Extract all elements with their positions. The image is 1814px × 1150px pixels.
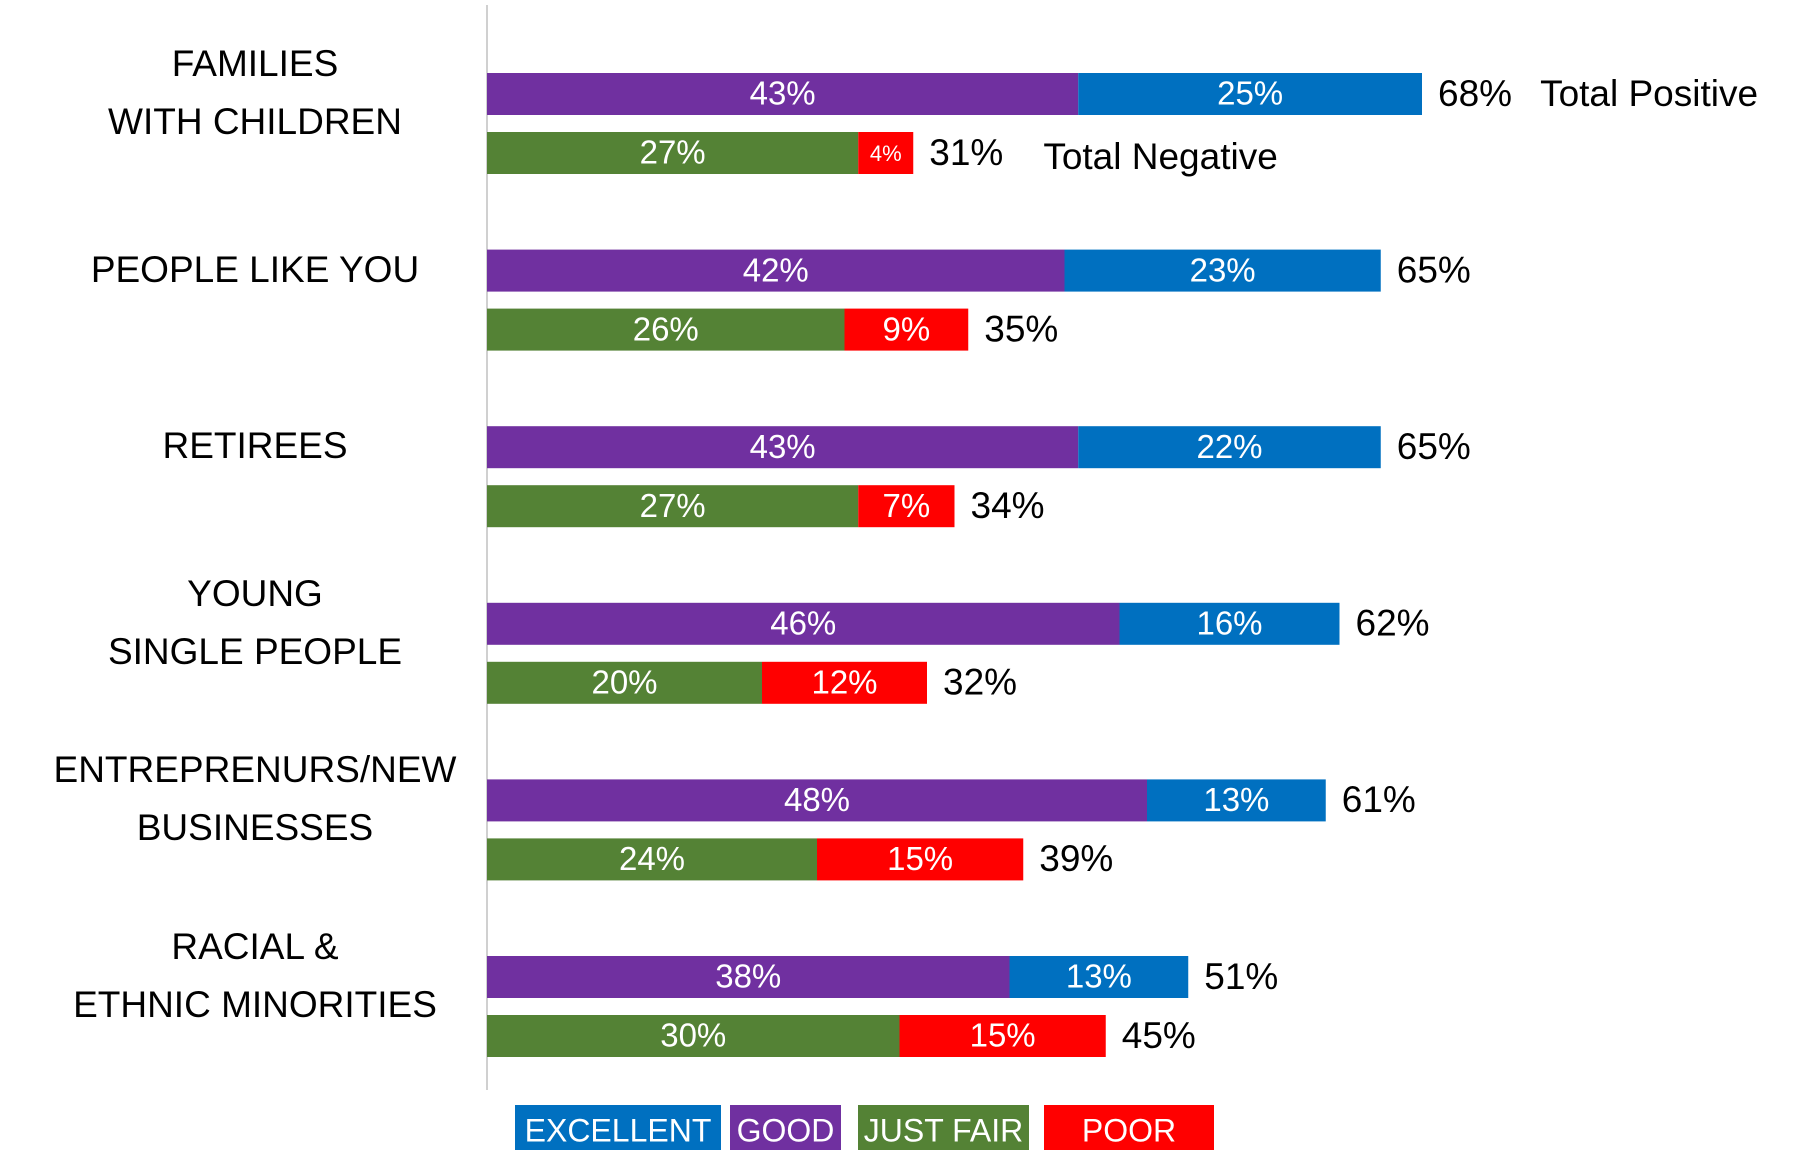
bar-segment (1119, 602, 1340, 645)
bar-label: 27% (640, 487, 706, 524)
bar-label: 43% (750, 428, 816, 465)
bar-segment (487, 132, 859, 174)
bar-label: 25% (1217, 75, 1283, 112)
bar-label: 9% (883, 310, 931, 347)
bar-segment (1078, 73, 1422, 115)
total-label: 61% (1342, 779, 1416, 820)
legend-label: POOR (1082, 1112, 1176, 1148)
bar-segment (858, 485, 955, 528)
bar-segment (1064, 249, 1381, 292)
category-label: ENTREPRENURS/NEW BUSINESSES (53, 749, 457, 849)
legend-label: JUST FAIR (864, 1112, 1023, 1148)
total-label: 68% (1438, 73, 1512, 114)
legend-label: EXCELLENT (525, 1112, 712, 1148)
bar-segment (1009, 956, 1189, 998)
bar-label: 27% (640, 134, 706, 171)
bar-label: 46% (770, 605, 836, 642)
bar-segment (487, 73, 1079, 115)
bar-segment (487, 838, 817, 881)
bar-segment (487, 956, 1010, 998)
bar-segment (487, 249, 1065, 292)
total-label: 62% (1356, 603, 1430, 644)
total-label: 32% (943, 662, 1017, 703)
bar-label: 38% (715, 958, 781, 995)
bar-segment (1147, 779, 1326, 822)
category-label: FAMILIES WITH CHILDREN (108, 43, 402, 142)
bar-label: 20% (591, 664, 657, 701)
bar-label: 43% (750, 75, 816, 112)
bar-label: 48% (784, 781, 850, 818)
bar-segment (487, 661, 762, 704)
bar-label: 26% (633, 310, 699, 347)
bar-label: 12% (811, 664, 877, 701)
bar-label: 16% (1196, 605, 1262, 642)
legend-swatch (515, 1105, 721, 1150)
bar-segment (487, 779, 1147, 822)
bar-segment (487, 485, 859, 528)
category-label: RETIREES (162, 425, 348, 467)
total-label: 51% (1204, 956, 1278, 997)
legend-swatch (1044, 1105, 1214, 1150)
bar-segment (1078, 426, 1381, 469)
category-label: YOUNG SINGLE PEOPLE (107, 572, 403, 672)
total-annotation: Total Positive (1540, 73, 1758, 114)
total-label: 34% (971, 485, 1045, 526)
bar-label: 42% (743, 251, 809, 288)
bar-label: 22% (1196, 428, 1262, 465)
bar-label: 7% (883, 487, 931, 524)
legend-label: GOOD (737, 1112, 835, 1148)
bar-segment (487, 602, 1120, 645)
bar-label: 24% (619, 840, 685, 877)
total-label: 65% (1397, 426, 1471, 467)
bar-segment (844, 308, 969, 351)
category-label: RACIAL & ETHNIC MINORITIES (73, 926, 437, 1025)
bar-segment (817, 838, 1024, 881)
bar-label: 15% (887, 840, 953, 877)
bar-segment (899, 1015, 1106, 1057)
legend-swatch (730, 1105, 841, 1150)
category-label: PEOPLE LIKE YOU (90, 248, 420, 290)
bar-segment (762, 661, 927, 704)
legend-swatch (858, 1105, 1029, 1150)
bar-label: 4% (870, 141, 902, 166)
bar-label: 23% (1190, 251, 1256, 288)
bar-label: 30% (660, 1017, 726, 1054)
bar-label: 15% (970, 1017, 1036, 1054)
total-label: 39% (1039, 838, 1113, 879)
bar-segment (487, 426, 1079, 469)
total-label: 65% (1397, 249, 1471, 290)
total-label: 31% (929, 132, 1003, 173)
bar-segment (487, 1015, 900, 1057)
bar-label: 13% (1203, 781, 1269, 818)
bar-label: 13% (1066, 958, 1132, 995)
total-annotation: Total Negative (1043, 136, 1277, 177)
bar-segment (487, 308, 845, 351)
total-label: 45% (1122, 1015, 1196, 1056)
bar-segment (858, 132, 914, 174)
total-label: 35% (984, 308, 1058, 349)
